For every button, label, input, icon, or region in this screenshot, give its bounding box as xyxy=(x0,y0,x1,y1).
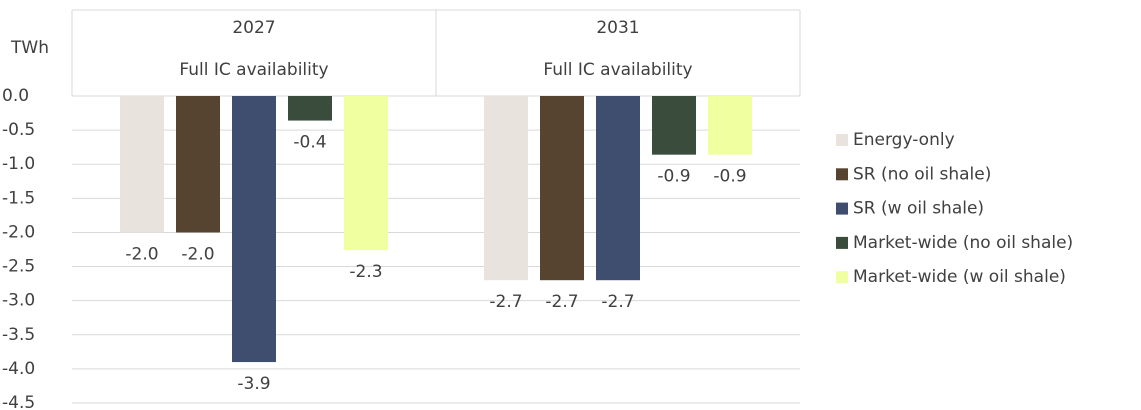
bar xyxy=(540,96,584,281)
data-label: -0.4 xyxy=(293,133,326,153)
category-subtitle: Full IC availability xyxy=(179,60,328,80)
bar xyxy=(344,96,388,251)
bar xyxy=(232,96,276,363)
y-tick-label: -4.5 xyxy=(2,393,35,410)
data-label: -2.3 xyxy=(349,262,382,282)
data-label: -2.0 xyxy=(181,244,214,264)
data-label: -0.9 xyxy=(657,167,690,187)
y-tick-label: -1.0 xyxy=(2,154,35,174)
y-tick-label: -2.5 xyxy=(2,257,35,277)
bar xyxy=(176,96,220,233)
legend-label: SR (w oil shale) xyxy=(853,199,984,219)
legend-label: Market-wide (no oil shale) xyxy=(853,233,1073,253)
bar xyxy=(484,96,528,281)
y-axis-label: TWh xyxy=(10,38,49,58)
y-tick-label: 0.0 xyxy=(2,86,29,106)
data-label: -2.7 xyxy=(601,292,634,312)
legend-label: SR (no oil shale) xyxy=(853,164,991,184)
legend-swatch xyxy=(836,236,848,249)
data-label: -0.9 xyxy=(713,167,746,187)
legend-swatch xyxy=(836,134,848,146)
legend-swatch xyxy=(836,271,848,284)
y-tick-label: -1.5 xyxy=(2,188,35,208)
data-label: -2.7 xyxy=(489,292,522,312)
category-subtitle: Full IC availability xyxy=(543,60,692,80)
y-tick-label: -3.0 xyxy=(2,291,35,311)
bar xyxy=(652,96,696,155)
data-label: -3.9 xyxy=(237,374,270,394)
category-label: 2027 xyxy=(232,18,275,38)
bar xyxy=(596,96,640,281)
data-label: -2.7 xyxy=(545,292,578,312)
y-tick-label: -0.5 xyxy=(2,120,35,140)
data-label: -2.0 xyxy=(125,244,158,264)
y-tick-label: -2.0 xyxy=(2,222,35,242)
category-label: 2031 xyxy=(596,18,639,38)
bar xyxy=(288,96,332,121)
y-tick-label: -3.5 xyxy=(2,325,35,345)
legend-label: Energy-only xyxy=(853,130,955,150)
bar xyxy=(120,96,164,233)
legend-swatch xyxy=(836,202,848,215)
y-tick-label: -4.0 xyxy=(2,359,35,379)
bar xyxy=(708,96,752,155)
legend-label: Market-wide (w oil shale) xyxy=(853,267,1066,287)
legend-swatch xyxy=(836,168,848,181)
